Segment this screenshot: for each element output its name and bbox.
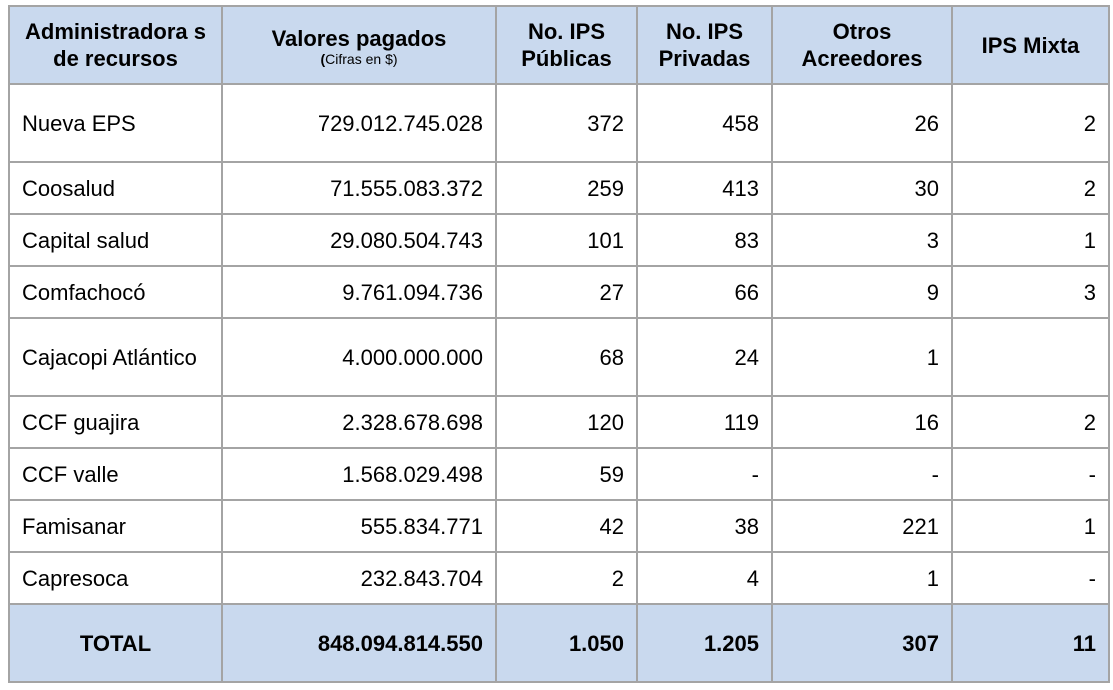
- cell-administradora: Famisanar: [8, 499, 223, 553]
- cell-privadas: 4: [636, 551, 773, 605]
- cell-valor: 4.000.000.000: [221, 317, 497, 397]
- cell-administradora: CCF guajira: [8, 395, 223, 449]
- cell-mixta: -: [951, 447, 1110, 501]
- cell-publicas: 101: [495, 213, 638, 267]
- cell-mixta: 1: [951, 213, 1110, 267]
- cell-administradora: CCF valle: [8, 447, 223, 501]
- cell-administradora: Cajacopi Atlántico: [8, 317, 223, 397]
- payments-table: Administradora s de recursos Valores pag…: [8, 5, 1110, 683]
- table-header-row: Administradora s de recursos Valores pag…: [8, 5, 1110, 85]
- cell-mixta: 2: [951, 161, 1110, 215]
- cell-mixta: 2: [951, 395, 1110, 449]
- cell-valor: 729.012.745.028: [221, 83, 497, 163]
- cell-otros: 16: [771, 395, 953, 449]
- header-ips-privadas: No. IPS Privadas: [636, 5, 773, 85]
- cell-publicas: 259: [495, 161, 638, 215]
- cell-administradora: Nueva EPS: [8, 83, 223, 163]
- cell-publicas: 27: [495, 265, 638, 319]
- table-row: Capresoca 232.843.704 2 4 1 -: [8, 551, 1110, 605]
- table-row: Nueva EPS 729.012.745.028 372 458 26 2: [8, 83, 1110, 163]
- table-row: Famisanar 555.834.771 42 38 221 1: [8, 499, 1110, 553]
- cell-otros: 30: [771, 161, 953, 215]
- header-administradoras: Administradora s de recursos: [8, 5, 223, 85]
- table-row: CCF valle 1.568.029.498 59 - - -: [8, 447, 1110, 501]
- cell-otros: 1: [771, 317, 953, 397]
- cell-publicas: 59: [495, 447, 638, 501]
- cell-valor: 2.328.678.698: [221, 395, 497, 449]
- table-row: Coosalud 71.555.083.372 259 413 30 2: [8, 161, 1110, 215]
- cell-otros: 3: [771, 213, 953, 267]
- header-valores-title: Valores pagados: [271, 25, 447, 51]
- cell-valor: 232.843.704: [221, 551, 497, 605]
- cell-valor: 9.761.094.736: [221, 265, 497, 319]
- cell-valor: 555.834.771: [221, 499, 497, 553]
- cell-valor: 29.080.504.743: [221, 213, 497, 267]
- cell-publicas: 120: [495, 395, 638, 449]
- cell-mixta: 3: [951, 265, 1110, 319]
- cell-administradora: Comfachocó: [8, 265, 223, 319]
- total-mixta: 11: [951, 603, 1110, 683]
- cell-mixta: 1: [951, 499, 1110, 553]
- cell-valor: 1.568.029.498: [221, 447, 497, 501]
- cell-privadas: 413: [636, 161, 773, 215]
- header-ips-mixta: IPS Mixta: [951, 5, 1110, 85]
- table-row: CCF guajira 2.328.678.698 120 119 16 2: [8, 395, 1110, 449]
- cell-publicas: 2: [495, 551, 638, 605]
- table-row: Comfachocó 9.761.094.736 27 66 9 3: [8, 265, 1110, 319]
- total-row: TOTAL 848.094.814.550 1.050 1.205 307 11: [8, 603, 1110, 683]
- cell-otros: 1: [771, 551, 953, 605]
- total-label: TOTAL: [8, 603, 223, 683]
- cell-privadas: 66: [636, 265, 773, 319]
- cell-administradora: Capresoca: [8, 551, 223, 605]
- cell-privadas: 38: [636, 499, 773, 553]
- header-valores-pagados: Valores pagados (Cifras en $): [221, 5, 497, 85]
- total-publicas: 1.050: [495, 603, 638, 683]
- cell-otros: 9: [771, 265, 953, 319]
- cell-otros: -: [771, 447, 953, 501]
- cell-privadas: 83: [636, 213, 773, 267]
- cell-privadas: 24: [636, 317, 773, 397]
- cell-publicas: 372: [495, 83, 638, 163]
- cell-mixta: -: [951, 551, 1110, 605]
- cell-mixta: 2: [951, 83, 1110, 163]
- total-valor: 848.094.814.550: [221, 603, 497, 683]
- cell-privadas: -: [636, 447, 773, 501]
- cell-mixta: [951, 317, 1110, 397]
- table-row: Capital salud 29.080.504.743 101 83 3 1: [8, 213, 1110, 267]
- header-ips-publicas: No. IPS Públicas: [495, 5, 638, 85]
- cell-otros: 221: [771, 499, 953, 553]
- cell-publicas: 68: [495, 317, 638, 397]
- total-privadas: 1.205: [636, 603, 773, 683]
- cell-administradora: Coosalud: [8, 161, 223, 215]
- cell-publicas: 42: [495, 499, 638, 553]
- table-row: Cajacopi Atlántico 4.000.000.000 68 24 1: [8, 317, 1110, 397]
- header-valores-subtitle: (Cifras en $): [320, 50, 398, 67]
- cell-privadas: 119: [636, 395, 773, 449]
- cell-valor: 71.555.083.372: [221, 161, 497, 215]
- header-otros-acreedores: Otros Acreedores: [771, 5, 953, 85]
- total-otros: 307: [771, 603, 953, 683]
- cell-privadas: 458: [636, 83, 773, 163]
- cell-administradora: Capital salud: [8, 213, 223, 267]
- cell-otros: 26: [771, 83, 953, 163]
